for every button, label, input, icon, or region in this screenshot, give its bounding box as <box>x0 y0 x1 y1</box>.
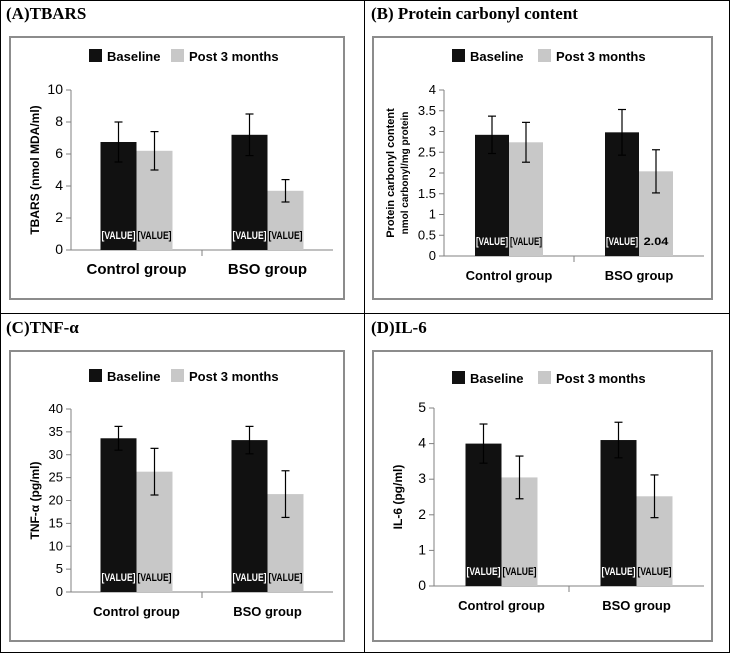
y-tick-label: 5 <box>418 399 426 415</box>
y-tick-label: 2 <box>55 209 63 225</box>
y-tick-label: 0.5 <box>418 227 436 242</box>
data-label: [VALUE] <box>138 572 172 584</box>
data-label: [VALUE] <box>476 236 508 248</box>
data-label: [VALUE] <box>233 572 267 584</box>
y-tick-label: 1 <box>418 541 426 557</box>
y-tick-label: 3 <box>418 470 426 486</box>
bar-chart: Baseline Post 3 months 0 2 4 6 8 10 TBARS (nmol … <box>28 49 333 278</box>
panel-c: (C)TNF-α Baseline Post 3 months 0 5 10 15 20 25… <box>0 314 364 653</box>
chart-frame: Baseline Post 3 months 0 1 2 3 4 5 IL-6 (pg/ml) C… <box>372 350 713 642</box>
legend-label: Baseline <box>107 49 160 64</box>
panel-divider-vertical <box>364 0 365 653</box>
legend-label: Post 3 months <box>189 49 279 64</box>
y-tick-label: 30 <box>49 447 63 462</box>
x-category-label: Control group <box>466 268 553 283</box>
bar <box>600 440 637 586</box>
x-category-label: BSO group <box>602 598 671 613</box>
data-label: [VALUE] <box>138 230 172 242</box>
x-category-label: BSO group <box>228 261 307 278</box>
legend-label: Baseline <box>107 369 160 384</box>
data-label: [VALUE] <box>102 230 136 242</box>
legend-swatch <box>89 369 102 382</box>
panel-b: (B) Protein carbonyl content Baseline Pos… <box>365 0 730 313</box>
legend-label: Post 3 months <box>556 49 646 64</box>
legend-label: Baseline <box>470 49 523 64</box>
bar <box>231 440 268 592</box>
y-tick-label: 2.5 <box>418 144 436 159</box>
x-category-label: BSO group <box>233 604 302 619</box>
legend-label: Post 3 months <box>556 371 646 386</box>
y-axis-label: IL-6 (pg/ml) <box>391 465 405 530</box>
legend-label: Post 3 months <box>189 369 279 384</box>
panel-title: (C)TNF-α <box>6 318 79 337</box>
y-axis-sublabel: nmol carbonyl/mg protein <box>400 112 411 235</box>
panel-title: (A)TBARS <box>6 4 87 23</box>
data-label: [VALUE] <box>638 566 672 578</box>
panel-title: (D)IL-6 <box>371 318 427 337</box>
y-tick-label: 20 <box>49 493 63 508</box>
panel-d: (D)IL-6 Baseline Post 3 months 0 1 2 3 4 5 IL-6 … <box>365 314 730 653</box>
y-tick-label: 8 <box>55 113 63 129</box>
data-label: [VALUE] <box>510 236 542 248</box>
data-label: [VALUE] <box>503 566 537 578</box>
y-tick-label: 3 <box>429 124 436 139</box>
legend-swatch <box>171 369 184 382</box>
legend-swatch <box>89 49 102 62</box>
y-tick-label: 4 <box>418 435 426 451</box>
y-axis-label: TBARS (nmol MDA/ml) <box>28 105 42 234</box>
data-label: [VALUE] <box>102 572 136 584</box>
y-tick-label: 10 <box>49 538 63 553</box>
y-tick-label: 0 <box>429 248 436 263</box>
chart-frame: Baseline Post 3 months 0 0.5 1 1.5 2 2.5 3 3.5 4 Pr… <box>372 36 713 300</box>
legend-swatch <box>452 49 465 62</box>
y-tick-label: 10 <box>47 81 63 97</box>
chart-frame: Baseline Post 3 months 0 2 4 6 8 10 TBARS (nmol … <box>9 36 345 300</box>
legend-swatch <box>538 49 551 62</box>
y-tick-label: 1.5 <box>418 186 436 201</box>
x-category-label: Control group <box>93 604 180 619</box>
legend-swatch <box>171 49 184 62</box>
bar-chart: Baseline Post 3 months 0 5 10 15 20 25 30 35 40 TNF… <box>28 369 333 619</box>
y-tick-label: 4 <box>429 82 436 97</box>
y-tick-label: 35 <box>49 424 63 439</box>
y-tick-label: 15 <box>49 515 63 530</box>
data-label: [VALUE] <box>269 230 303 242</box>
y-axis-label: TNF-α (pg/ml) <box>28 461 42 539</box>
data-label: [VALUE] <box>233 230 267 242</box>
panel-title: (B) Protein carbonyl content <box>371 4 578 23</box>
y-tick-label: 40 <box>49 401 63 416</box>
legend-label: Baseline <box>470 371 523 386</box>
y-tick-label: 1 <box>429 207 436 222</box>
bar <box>475 134 509 256</box>
y-tick-label: 4 <box>55 177 63 193</box>
bar-chart: Baseline Post 3 months 0 1 2 3 4 5 IL-6 (pg/ml) C… <box>391 371 704 613</box>
y-axis-label: Protein carbonyl content <box>385 108 397 238</box>
panel-divider-horizontal <box>0 313 730 314</box>
bar-chart: Baseline Post 3 months 0 0.5 1 1.5 2 2.5 3 3.5 4 Pr… <box>385 49 704 283</box>
panel-a: (A)TBARS Baseline Post 3 months 0 2 4 6 8 10 TBA… <box>0 0 364 313</box>
x-category-label: BSO group <box>605 268 674 283</box>
data-label: [VALUE] <box>606 236 638 248</box>
data-label: 2.04 <box>644 236 670 248</box>
y-tick-label: 25 <box>49 470 63 485</box>
y-tick-label: 3.5 <box>418 103 436 118</box>
x-category-label: Control group <box>87 261 187 278</box>
data-label: [VALUE] <box>467 566 501 578</box>
y-tick-label: 0 <box>55 241 63 257</box>
y-tick-label: 0 <box>418 577 426 593</box>
bar <box>100 438 137 592</box>
y-tick-label: 2 <box>429 165 436 180</box>
data-label: [VALUE] <box>269 572 303 584</box>
y-tick-label: 2 <box>418 506 426 522</box>
x-category-label: Control group <box>458 598 545 613</box>
legend-swatch <box>538 371 551 384</box>
y-tick-label: 5 <box>56 561 63 576</box>
chart-frame: Baseline Post 3 months 0 5 10 15 20 25 30 35 40 TNF… <box>9 350 345 642</box>
legend-swatch <box>452 371 465 384</box>
y-tick-label: 6 <box>55 145 63 161</box>
bar <box>465 443 502 586</box>
data-label: [VALUE] <box>602 566 636 578</box>
y-tick-label: 0 <box>56 584 63 599</box>
